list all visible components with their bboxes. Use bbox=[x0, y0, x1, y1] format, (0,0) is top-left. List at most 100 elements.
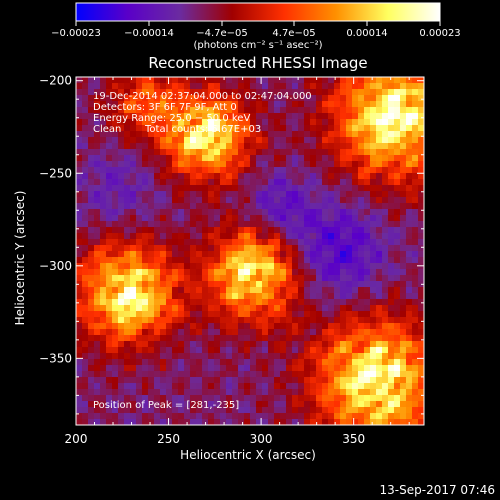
heatmap-cell bbox=[376, 89, 383, 96]
heatmap-cell bbox=[112, 383, 119, 390]
heatmap-cell bbox=[340, 329, 347, 336]
heatmap-cell bbox=[394, 377, 401, 384]
heatmap-cell bbox=[286, 203, 293, 210]
heatmap-cell bbox=[118, 419, 125, 426]
heatmap-cell bbox=[418, 419, 425, 426]
heatmap-cell bbox=[250, 299, 257, 306]
heatmap-cell bbox=[130, 137, 137, 144]
heatmap-cell bbox=[370, 203, 377, 210]
heatmap-cell bbox=[82, 413, 89, 420]
heatmap-cell bbox=[178, 95, 185, 102]
heatmap-cell bbox=[250, 329, 257, 336]
heatmap-cell bbox=[268, 263, 275, 270]
heatmap-cell bbox=[154, 383, 161, 390]
heatmap-cell bbox=[76, 95, 83, 102]
heatmap-cell bbox=[274, 323, 281, 330]
heatmap-cell bbox=[304, 113, 311, 120]
heatmap-cell bbox=[394, 191, 401, 198]
heatmap-cell bbox=[262, 401, 269, 408]
heatmap-cell bbox=[88, 401, 95, 408]
heatmap-cell bbox=[88, 113, 95, 120]
heatmap-cell bbox=[214, 125, 221, 132]
heatmap-cell bbox=[184, 179, 191, 186]
heatmap-cell bbox=[202, 293, 209, 300]
heatmap-cell bbox=[100, 185, 107, 192]
heatmap-cell bbox=[418, 317, 425, 324]
heatmap-cell bbox=[310, 209, 317, 216]
heatmap-cell bbox=[364, 299, 371, 306]
heatmap-cell bbox=[226, 419, 233, 426]
heatmap-cell bbox=[112, 395, 119, 402]
heatmap-cell bbox=[418, 299, 425, 306]
heatmap-cell bbox=[358, 89, 365, 96]
heatmap-cell bbox=[406, 131, 413, 138]
heatmap-cell bbox=[172, 77, 179, 84]
heatmap-cell bbox=[256, 347, 263, 354]
heatmap-cell bbox=[130, 305, 137, 312]
heatmap-cell bbox=[292, 269, 299, 276]
heatmap-cell bbox=[112, 311, 119, 318]
heatmap-cell bbox=[376, 353, 383, 360]
heatmap-cell bbox=[226, 269, 233, 276]
heatmap-cell bbox=[148, 329, 155, 336]
heatmap-cell bbox=[406, 287, 413, 294]
heatmap-cell bbox=[256, 371, 263, 378]
heatmap-cell bbox=[88, 311, 95, 318]
heatmap-cell bbox=[178, 233, 185, 240]
heatmap-cell bbox=[100, 299, 107, 306]
heatmap-cell bbox=[286, 335, 293, 342]
heatmap-cell bbox=[274, 353, 281, 360]
heatmap-cell bbox=[130, 257, 137, 264]
heatmap-cell bbox=[394, 137, 401, 144]
heatmap-cell bbox=[124, 119, 131, 126]
heatmap-cell bbox=[394, 77, 401, 84]
heatmap-cell bbox=[148, 335, 155, 342]
heatmap-cell bbox=[304, 203, 311, 210]
heatmap-cell bbox=[178, 413, 185, 420]
heatmap-cell bbox=[154, 293, 161, 300]
heatmap-cell bbox=[208, 323, 215, 330]
heatmap-cell bbox=[136, 251, 143, 258]
heatmap-cell bbox=[346, 173, 353, 180]
heatmap-cell bbox=[250, 209, 257, 216]
heatmap-cell bbox=[190, 287, 197, 294]
heatmap-cell bbox=[316, 365, 323, 372]
heatmap-cell bbox=[232, 155, 239, 162]
heatmap-cell bbox=[322, 119, 329, 126]
heatmap-cell bbox=[400, 233, 407, 240]
heatmap-cell bbox=[418, 209, 425, 216]
heatmap-cell bbox=[274, 383, 281, 390]
heatmap-cell bbox=[256, 365, 263, 372]
heatmap-cell bbox=[220, 245, 227, 252]
heatmap-cell bbox=[118, 299, 125, 306]
heatmap-cell bbox=[214, 371, 221, 378]
heatmap-cell bbox=[376, 137, 383, 144]
heatmap-cell bbox=[274, 83, 281, 90]
heatmap-cell bbox=[328, 227, 335, 234]
heatmap-cell bbox=[202, 329, 209, 336]
heatmap-cell bbox=[340, 161, 347, 168]
heatmap-cell bbox=[202, 401, 209, 408]
heatmap-cell bbox=[178, 113, 185, 120]
heatmap-cell bbox=[208, 413, 215, 420]
heatmap-cell bbox=[130, 407, 137, 414]
heatmap-cell bbox=[190, 419, 197, 426]
heatmap-cell bbox=[412, 287, 419, 294]
heatmap-cell bbox=[364, 173, 371, 180]
heatmap-cell bbox=[340, 311, 347, 318]
heatmap-cell bbox=[166, 179, 173, 186]
heatmap-cell bbox=[298, 173, 305, 180]
heatmap-cell bbox=[118, 257, 125, 264]
heatmap-cell bbox=[286, 275, 293, 282]
heatmap-cell bbox=[178, 371, 185, 378]
heatmap-cell bbox=[376, 125, 383, 132]
heatmap-cell bbox=[274, 311, 281, 318]
heatmap-cell bbox=[376, 401, 383, 408]
heatmap-cell bbox=[208, 389, 215, 396]
heatmap-cell bbox=[136, 131, 143, 138]
heatmap-cell bbox=[250, 77, 257, 84]
heatmap-cell bbox=[82, 161, 89, 168]
heatmap-cell bbox=[412, 167, 419, 174]
heatmap-cell bbox=[172, 359, 179, 366]
heatmap-cell bbox=[304, 95, 311, 102]
